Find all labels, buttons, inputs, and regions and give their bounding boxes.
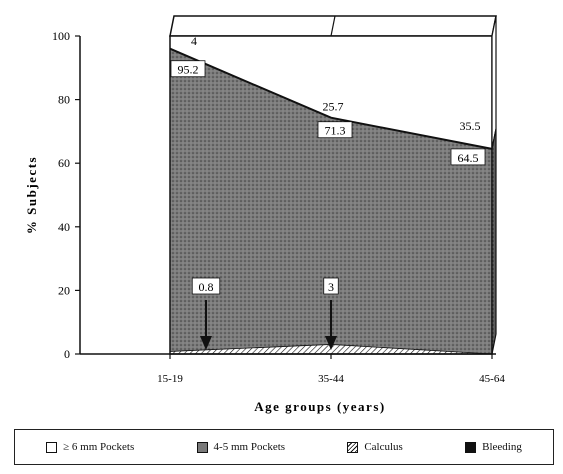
data-label-middle-box — [450, 148, 486, 166]
data-label-calculus: 3 — [328, 280, 334, 294]
chart-labels: 4 25.7 35.5 95.2 71.3 64.5 0.8 3 — [170, 34, 486, 350]
legend: ≥ 6 mm Pockets 4-5 mm Pockets Calculus B… — [14, 429, 554, 465]
legend-label: Calculus — [364, 441, 403, 453]
chart-3d-side — [491, 15, 497, 355]
x-axis-title: Age groups (years) — [254, 399, 385, 414]
legend-item-bleeding: Bleeding — [465, 441, 522, 453]
y-tick-label: 20 — [58, 283, 70, 297]
data-label-top: 35.5 — [460, 119, 481, 133]
y-tick-label: 40 — [58, 220, 70, 234]
legend-label: Bleeding — [482, 441, 522, 453]
calculus-arrow-head — [325, 336, 337, 350]
area-4-5mm-pockets — [170, 48, 492, 354]
legend-label: 4-5 mm Pockets — [213, 441, 286, 453]
legend-swatch-white — [46, 441, 58, 453]
line-4-5mm-boundary — [169, 47, 493, 150]
area-chart: 0 20 40 60 80 100 15-19 35-44 45-64 Age groups (y… — [24, 15, 505, 414]
chart-3d-back — [169, 15, 497, 37]
data-label-middle-box — [317, 121, 353, 139]
data-label-calculus-box — [323, 277, 339, 295]
block-divider — [330, 15, 336, 37]
data-label-middle: 95.2 — [178, 63, 199, 77]
legend-item-6mm-pockets: ≥ 6 mm Pockets — [46, 441, 134, 453]
x-tick-label: 45-64 — [479, 373, 505, 385]
data-label-top: 4 — [191, 34, 197, 48]
chart-areas — [169, 35, 493, 355]
legend-swatch-black — [465, 441, 477, 453]
legend-swatch-stipple — [196, 441, 208, 453]
data-label-calculus-box — [191, 277, 221, 295]
x-tick-label: 15-19 — [157, 373, 183, 385]
data-label-top: 25.7 — [323, 100, 344, 114]
legend-item-calculus: Calculus — [347, 441, 403, 453]
data-label-middle-box — [170, 60, 206, 78]
x-tick-label: 35-44 — [318, 373, 344, 385]
y-axis-title: % Subjects — [24, 156, 39, 234]
data-label-middle: 71.3 — [325, 124, 346, 138]
legend-swatch-hatch — [347, 441, 359, 453]
y-tick-label: 80 — [58, 93, 70, 107]
y-tick-label: 60 — [58, 156, 70, 170]
area-6mm-pockets — [170, 36, 492, 149]
y-tick-label: 0 — [64, 347, 70, 361]
legend-label: ≥ 6 mm Pockets — [63, 441, 135, 453]
block-side-stipple — [491, 128, 497, 355]
legend-item-4-5mm-pockets: 4-5 mm Pockets — [196, 441, 286, 453]
y-tick-label: 100 — [52, 29, 70, 43]
calculus-arrow-head — [200, 336, 212, 350]
data-label-calculus: 0.8 — [199, 280, 214, 294]
chart-axes: 0 20 40 60 80 100 15-19 35-44 45-64 Age groups (y… — [24, 29, 505, 414]
data-label-middle: 64.5 — [458, 151, 479, 165]
